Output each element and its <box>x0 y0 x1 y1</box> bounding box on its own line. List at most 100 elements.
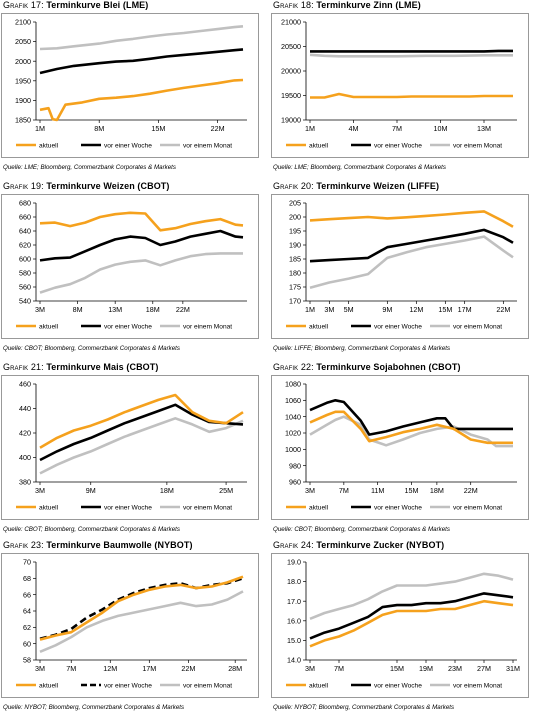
chart-svg-20: 170 175 180 185 190 195 200 205 1M 3M 5M 9M 12M 15M 17… <box>286 199 517 330</box>
x-tick-label: 7M <box>339 486 349 495</box>
y-tick-label: 15.0 <box>287 636 301 645</box>
x-tick-label: 3M <box>324 305 334 314</box>
y-tick-label: 1060 <box>285 396 301 405</box>
chart-svg-21: 380 400 420 440 460 3M 9M 18M 25M aktuell vor eine… <box>16 380 247 511</box>
series-line-aktuell <box>39 211 244 232</box>
legend-label-week: vor einer Woche <box>104 682 152 689</box>
x-tick-label: 9M <box>86 486 96 495</box>
chart-source: Quelle: CBOT; Bloomberg, Commerzbank Cor… <box>273 526 450 533</box>
chart-svg-18: 19000 19500 20000 20500 21000 1M 4M 7M 10M 13M akt… <box>281 18 517 149</box>
y-tick-label: 14.0 <box>287 656 301 665</box>
y-tick-label: 1020 <box>285 429 301 438</box>
y-tick-label: 2000 <box>15 57 31 66</box>
x-tick-label: 1M <box>305 305 315 314</box>
series-line-week <box>309 228 514 263</box>
legend-label-week: vor einer Woche <box>374 142 422 149</box>
chart-area: 1850 1900 1950 2000 2050 2100 1M 8M 15M 22M aktuel… <box>1 13 259 158</box>
x-tick-label: 22M <box>211 124 225 133</box>
series-line-week <box>39 577 244 641</box>
x-tick-label: 13M <box>108 305 122 314</box>
y-tick-label: 560 <box>19 283 31 292</box>
series-line-month <box>309 53 513 58</box>
chart-svg-24: 14.0 15.0 16.0 17.0 18.0 19.0 3M 7M 15M 19M 23M 27M… <box>286 558 520 689</box>
y-tick-label: 66 <box>23 590 31 599</box>
y-tick-label: 580 <box>19 269 31 278</box>
chart-area: 19000 19500 20000 20500 21000 1M 4M 7M 10M 13M akt… <box>271 13 529 158</box>
y-tick-label: 19.0 <box>287 558 301 567</box>
legend-label-week: vor einer Woche <box>104 142 152 149</box>
y-tick-label: 460 <box>19 380 31 389</box>
chart-area: 14.0 15.0 16.0 17.0 18.0 19.0 3M 7M 15M 19M 23M 27M… <box>271 553 529 698</box>
y-tick-label: 21000 <box>281 18 301 27</box>
series-line-aktuell <box>309 210 514 228</box>
y-tick-label: 960 <box>289 478 301 487</box>
legend-label-aktuell: aktuell <box>39 142 59 149</box>
series-line-aktuell <box>309 599 514 648</box>
y-tick-label: 70 <box>23 558 31 567</box>
series-line-aktuell <box>310 92 513 99</box>
y-tick-label: 64 <box>23 607 31 616</box>
legend-label-week: vor einer Woche <box>374 504 422 511</box>
series-line-week <box>309 592 514 640</box>
series-line-week <box>39 48 244 75</box>
x-tick-label: 15M <box>405 486 419 495</box>
y-tick-label: 1900 <box>15 96 31 105</box>
y-tick-label: 1000 <box>285 445 301 454</box>
y-tick-label: 1080 <box>285 380 301 389</box>
x-tick-label: 3M <box>305 664 315 673</box>
x-tick-label: 25M <box>219 486 233 495</box>
x-tick-label: 3M <box>35 486 45 495</box>
y-tick-label: 660 <box>19 213 31 222</box>
y-tick-label: 175 <box>289 283 301 292</box>
y-tick-label: 170 <box>289 297 301 306</box>
x-tick-label: 22M <box>464 486 478 495</box>
x-tick-label: 1M <box>305 124 315 133</box>
x-tick-label: 3M <box>305 486 315 495</box>
chart-panel-24: Grafik 24: Terminkurve Zucker (NYBOT) 14… <box>270 540 532 718</box>
x-tick-label: 13M <box>477 124 491 133</box>
series-line-aktuell <box>39 78 244 122</box>
legend-label-week: vor einer Woche <box>374 323 422 330</box>
x-tick-label: 15M <box>390 664 404 673</box>
y-tick-label: 400 <box>19 453 31 462</box>
series-line-month <box>309 572 514 621</box>
x-tick-label: 5M <box>344 305 354 314</box>
x-tick-label: 15M <box>151 124 165 133</box>
legend-label-month: vor einem Monat <box>453 142 502 149</box>
y-tick-label: 980 <box>289 461 301 470</box>
y-tick-label: 205 <box>289 199 301 208</box>
y-tick-label: 540 <box>19 297 31 306</box>
x-tick-label: 3M <box>35 664 45 673</box>
legend-label-aktuell: aktuell <box>39 504 59 511</box>
x-tick-label: 8M <box>94 124 104 133</box>
x-tick-label: 10M <box>434 124 448 133</box>
chart-source: Quelle: NYBOT; Bloomberg, Commerzbank Co… <box>3 704 185 711</box>
chart-title: Grafik 21: Terminkurve Mais (CBOT) <box>3 362 159 372</box>
y-tick-label: 1040 <box>285 412 301 421</box>
y-tick-label: 190 <box>289 241 301 250</box>
legend-label-week: vor einer Woche <box>104 504 152 511</box>
legend-label-aktuell: aktuell <box>309 323 329 330</box>
chart-title: Grafik 22: Terminkurve Sojabohnen (CBOT) <box>273 362 461 372</box>
x-tick-label: 1M <box>35 124 45 133</box>
series-line-week <box>39 229 244 262</box>
x-tick-label: 31M <box>506 664 520 673</box>
chart-svg-17: 1850 1900 1950 2000 2050 2100 1M 8M 15M 22M aktuel… <box>15 18 247 149</box>
x-tick-label: 23M <box>448 664 462 673</box>
y-tick-label: 20500 <box>281 42 301 51</box>
y-tick-label: 195 <box>289 227 301 236</box>
legend-label-aktuell: aktuell <box>309 682 329 689</box>
y-tick-label: 1950 <box>15 76 31 85</box>
y-tick-label: 2050 <box>15 37 31 46</box>
chart-panel-18: Grafik 18: Terminkurve Zinn (LME) 19000 1… <box>270 0 532 178</box>
y-tick-label: 60 <box>23 639 31 648</box>
x-tick-label: 22M <box>181 664 195 673</box>
chart-panel-22: Grafik 22: Terminkurve Sojabohnen (CBOT)… <box>270 362 532 540</box>
legend-label-week: vor einer Woche <box>104 323 152 330</box>
legend-label-aktuell: aktuell <box>309 504 329 511</box>
y-tick-label: 62 <box>23 623 31 632</box>
chart-panel-20: Grafik 20: Terminkurve Weizen (LIFFE) 17… <box>270 181 532 359</box>
chart-area: 170 175 180 185 190 195 200 205 1M 3M 5M 9M 12M 15M 17… <box>271 194 529 339</box>
y-tick-label: 19000 <box>281 116 301 125</box>
y-tick-label: 640 <box>19 227 31 236</box>
